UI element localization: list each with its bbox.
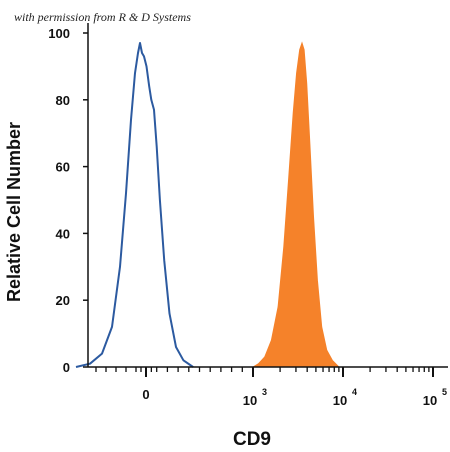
x-tick-label: 0 [142, 387, 149, 402]
y-tick-label: 20 [56, 293, 70, 308]
x-tick-exponent: 5 [442, 387, 447, 397]
x-tick-exponent: 3 [262, 387, 267, 397]
y-tick-label: 100 [48, 26, 70, 41]
x-tick-exponent: 4 [352, 387, 357, 397]
plot-area [75, 41, 341, 368]
x-tick-label: 10 [423, 393, 437, 408]
x-tick-label: 10 [333, 393, 347, 408]
y-tick-label: 80 [56, 93, 70, 108]
watermark-text: with permission from R & D Systems [14, 10, 191, 24]
y-tick-label: 40 [56, 226, 70, 241]
x-tick-label: 10 [243, 393, 257, 408]
x-axis-label: CD9 [233, 429, 271, 450]
series-0-line [75, 42, 194, 368]
y-axis-label: Relative Cell Number [4, 122, 24, 302]
y-tick-label: 0 [63, 360, 70, 375]
series-1-fill [251, 41, 341, 368]
y-tick-label: 60 [56, 160, 70, 175]
x-axis-ticks: 0 10 3 10 4 10 5 [95, 367, 447, 408]
y-axis-ticks: 0 20 40 60 80 100 [48, 26, 88, 375]
